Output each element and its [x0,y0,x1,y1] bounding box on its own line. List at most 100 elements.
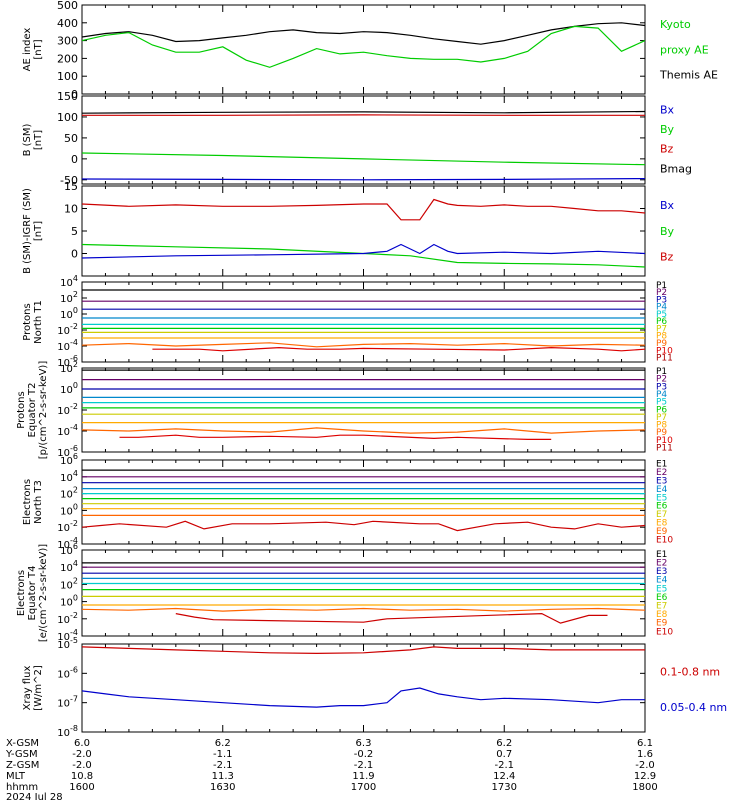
series-line-kyoto-proxy-ae [82,25,645,68]
panel-2: -50 0 50 100 150 B (SM) [nT] Bx By Bz Bmag [22,90,692,187]
y-tick-label: 0 [71,248,78,261]
footer-value: 11.9 [352,771,374,782]
footer-value: 12.4 [493,771,515,782]
footer-value: 0.7 [496,749,512,760]
legend-label: P8 [656,332,667,342]
legend-label: P4 [656,390,667,400]
y-tick-label: 10-4 [57,628,78,643]
y-axis-label: North T3 [33,480,44,524]
y-tick-label: 10 [64,203,78,216]
y-tick-label: 102 [60,290,78,305]
series-line-bx [82,178,645,181]
y-tick-label: 102 [60,486,78,501]
y-tick-label: 10-2 [57,519,78,534]
y-axis-label: B (SM)-IGRF (SM) [22,188,33,274]
y-axis-label: [e/(cm^2-s-sr-keV)] [38,544,49,642]
y-axis-label: [W/m^2] [33,665,44,711]
series-group [82,469,645,532]
legend-label: E1 [656,550,667,560]
y-tick-label: 50 [64,132,78,145]
legend-label: E7 [656,601,667,611]
footer-value: -0.2 [354,749,374,760]
series-line-p10 [119,434,552,440]
footer-row-label: hhmm [6,782,38,793]
series-line-e10 [175,612,608,624]
y-tick-label: 10-4 [57,338,78,353]
y-tick-label: 10-4 [57,423,78,438]
legend-label: E6 [656,502,668,512]
panel-frame [81,95,646,185]
y-tick-label: 400 [57,17,78,30]
footer-value: 1600 [69,782,94,793]
y-tick-label: 10-8 [57,724,78,739]
footer-row-label: Z-GSM [6,760,39,771]
y-tick-label: 102 [60,576,78,591]
y-tick-label: 200 [57,52,78,65]
series-line-e9 [82,607,645,612]
y-tick-label: -50 [60,174,78,187]
footer-value: 6.0 [74,738,90,749]
y-tick-label: 10-2 [57,611,78,626]
series-line-themis-ae [82,22,645,45]
y-tick-label: 106 [60,452,78,467]
y-axis-label: [nT] [33,39,44,59]
legend-label: P7 [656,413,667,423]
legend-label: P6 [656,317,667,327]
legend-label: P9 [656,428,667,438]
footer-value: -2.0 [72,749,92,760]
y-tick-label: 0 [71,153,78,166]
legend-label: By [660,123,675,136]
footer-table: X-GSM 6.0 6.2 6.3 6.2 6.1 Y-GSM -2.0 -1.1 -0.2 0.7… [5,738,658,800]
y-tick-label: 0 [71,88,78,101]
footer-value: -2.1 [354,760,374,771]
footer-row-label: X-GSM [6,738,39,749]
series-line-p9 [82,427,645,434]
footer-value: -1.1 [213,749,233,760]
legend-label: E6 [656,593,668,603]
footer-value: 12.9 [634,771,656,782]
y-tick-label: 5 [71,225,78,238]
footer-value: 6.1 [637,738,653,749]
legend-label: E8 [656,519,668,529]
panel-1: 0 100 200 300 400 500 AE index [nT] Kyoto proxy A… [22,0,718,101]
y-tick-label: 100 [60,306,78,321]
series-line-bz [82,198,645,221]
y-tick-label: 10-2 [57,402,78,417]
series-group [82,369,645,440]
panel-frame [81,643,646,733]
panel-frame [81,459,646,545]
y-tick-label: 100 [60,502,78,517]
legend-label: P10 [656,346,673,356]
y-axis-label: Protons [16,391,27,428]
series-line-by [82,243,645,268]
legend-label: P2 [656,375,667,385]
footer-value: 1700 [351,782,376,793]
series-group [82,646,645,708]
panel-frame [81,185,646,277]
legend-label: P1 [656,367,667,377]
y-axis-label: Xray flux [22,666,33,711]
y-tick-label: 500 [57,0,78,12]
legend-label: By [660,225,675,238]
legend-label: P4 [656,303,667,313]
legend-label: P3 [656,295,667,305]
legend-label: E10 [656,627,673,637]
series-group [82,289,645,352]
legend-label: P3 [656,382,667,392]
legend-label: P11 [656,354,673,364]
y-tick-label: 100 [60,594,78,609]
legend-label: Kyoto [660,18,691,31]
legend-label: P5 [656,398,667,408]
y-tick-label: 104 [60,559,78,574]
legend-label: E4 [656,485,668,495]
legend-label: E5 [656,493,667,503]
footer-value: 1730 [492,782,517,793]
footer-value: 10.8 [71,771,93,782]
legend-label: 0.05-0.4 nm [660,701,727,714]
legend-label: P8 [656,421,667,431]
legend-label: Bmag [660,162,692,175]
y-axis-label: [nT] [33,130,44,150]
series-group [82,22,645,68]
